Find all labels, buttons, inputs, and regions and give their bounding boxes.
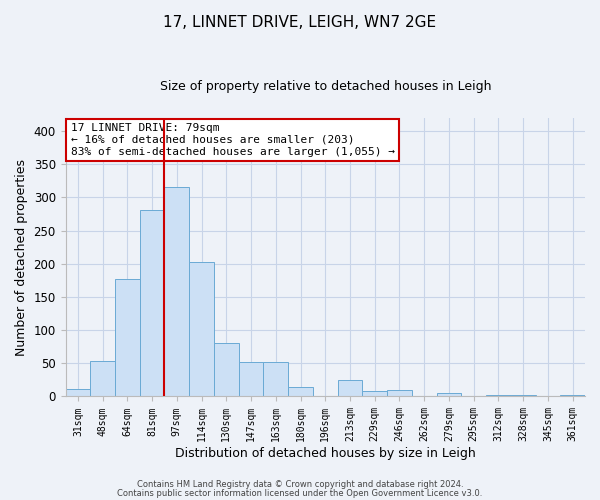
- X-axis label: Distribution of detached houses by size in Leigh: Distribution of detached houses by size …: [175, 447, 476, 460]
- Bar: [140, 210, 164, 396]
- Bar: [362, 391, 387, 396]
- Text: Contains public sector information licensed under the Open Government Licence v3: Contains public sector information licen…: [118, 489, 482, 498]
- Bar: [115, 279, 140, 396]
- Bar: [511, 395, 536, 396]
- Title: Size of property relative to detached houses in Leigh: Size of property relative to detached ho…: [160, 80, 491, 93]
- Bar: [239, 362, 263, 396]
- Bar: [486, 395, 511, 396]
- Text: Contains HM Land Registry data © Crown copyright and database right 2024.: Contains HM Land Registry data © Crown c…: [137, 480, 463, 489]
- Bar: [560, 395, 585, 396]
- Bar: [437, 393, 461, 396]
- Bar: [164, 188, 189, 396]
- Bar: [65, 388, 90, 396]
- Text: 17 LINNET DRIVE: 79sqm
← 16% of detached houses are smaller (203)
83% of semi-de: 17 LINNET DRIVE: 79sqm ← 16% of detached…: [71, 124, 395, 156]
- Bar: [263, 362, 288, 396]
- Y-axis label: Number of detached properties: Number of detached properties: [15, 158, 28, 356]
- Bar: [338, 380, 362, 396]
- Bar: [387, 390, 412, 396]
- Text: 17, LINNET DRIVE, LEIGH, WN7 2GE: 17, LINNET DRIVE, LEIGH, WN7 2GE: [163, 15, 437, 30]
- Bar: [214, 342, 239, 396]
- Bar: [90, 360, 115, 396]
- Bar: [288, 386, 313, 396]
- Bar: [189, 262, 214, 396]
